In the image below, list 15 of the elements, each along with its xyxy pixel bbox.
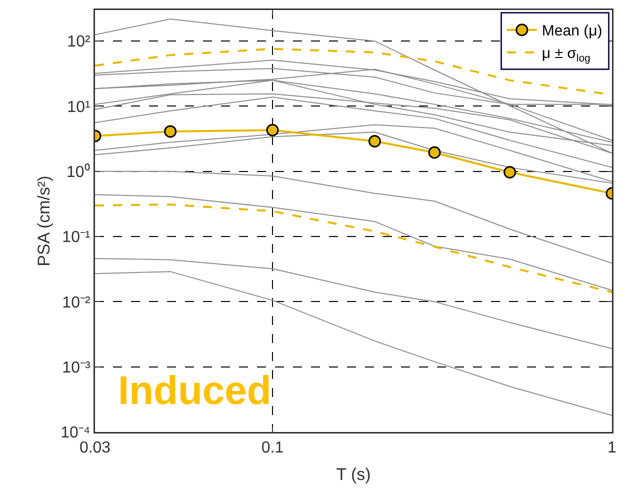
y-tick-label: 10¹ (67, 98, 90, 116)
y-tick-label: 10⁻¹ (62, 229, 90, 246)
y-axis-title: PSA (cm/s²) (34, 176, 54, 266)
y-tick-label: 10⁻² (62, 294, 91, 312)
x-tick-label: 0.03 (79, 440, 111, 457)
legend-label: Mean (μ) (542, 22, 602, 40)
y-tick-label: 10⁰ (66, 162, 90, 181)
y-tick-label: 10⁻³ (62, 359, 91, 376)
y-tick-label: 10⁻⁴ (60, 424, 90, 442)
x-axis-title: T (s) (336, 464, 371, 484)
x-tick-label: 1 (608, 440, 617, 457)
x-tick-label: 0.1 (261, 440, 284, 457)
annotation: Induced (118, 369, 272, 413)
legend-label: μ ± σ$_{log}$ (542, 45, 591, 64)
y-tick-label: 10² (67, 34, 91, 51)
